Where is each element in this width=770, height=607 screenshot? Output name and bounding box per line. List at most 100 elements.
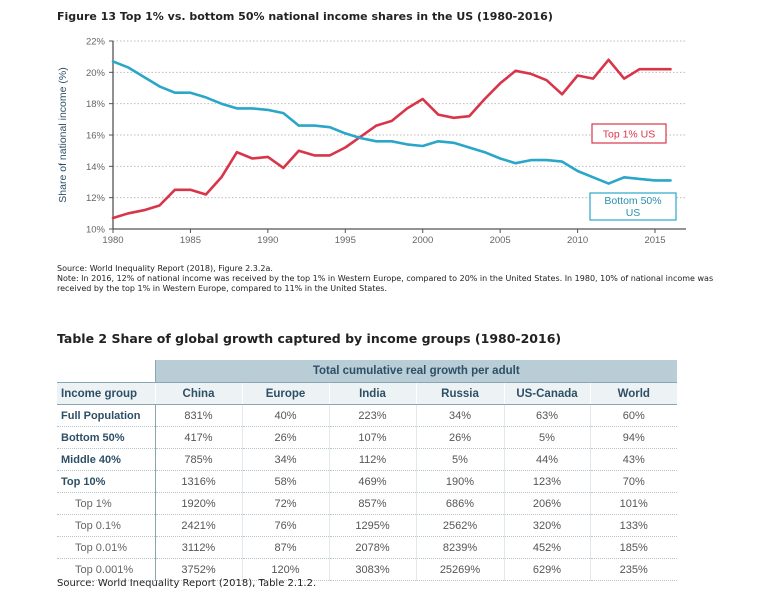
data-point <box>267 156 269 158</box>
data-point <box>406 107 408 109</box>
table-cell: 831% <box>154 404 242 427</box>
row-header: Top 0.1% <box>57 514 156 537</box>
table-cell: 235% <box>589 558 677 581</box>
column-header: India <box>328 382 416 405</box>
series-label-bottom50: Bottom 50% <box>604 195 661 207</box>
table-cell: 320% <box>503 514 590 537</box>
series-label-top1: Top 1% US <box>603 129 656 141</box>
x-tick-label: 1995 <box>335 235 356 246</box>
table-cell: 63% <box>503 404 590 427</box>
row-header: Top 1% <box>57 492 156 515</box>
column-header: US-Canada <box>503 382 590 405</box>
table-cell: 60% <box>589 404 677 427</box>
table-cell: 2078% <box>328 536 416 559</box>
data-point <box>143 209 145 211</box>
table-cell: 43% <box>589 448 677 471</box>
data-point <box>391 140 393 142</box>
data-point <box>220 103 223 105</box>
x-tick-label: 1980 <box>102 235 123 246</box>
table-cell: 3112% <box>154 536 242 559</box>
data-point <box>158 85 161 88</box>
data-point <box>607 182 610 185</box>
table-cell: 452% <box>503 536 590 559</box>
data-point <box>127 212 130 214</box>
table-cell: 3752% <box>154 558 242 581</box>
data-point <box>313 125 315 127</box>
data-point <box>499 157 501 160</box>
table-cell: 469% <box>328 470 416 493</box>
table-title: Table 2 Share of global growth captured … <box>57 331 562 346</box>
y-tick-label: 12% <box>86 193 106 204</box>
series-line <box>111 60 672 185</box>
row-header: Top 0.01% <box>57 536 156 559</box>
data-point <box>329 126 331 128</box>
y-tick-label: 20% <box>86 68 106 79</box>
table-row: Top 0.1% 2421% 76% 1295% 2562% 320% 133% <box>57 514 677 537</box>
table-cell: 44% <box>503 448 590 471</box>
data-point <box>468 115 470 117</box>
table-cell: 2421% <box>154 514 242 537</box>
data-point <box>468 146 470 149</box>
data-point <box>391 120 393 122</box>
table-cell: 3083% <box>328 558 416 581</box>
data-point <box>623 78 625 80</box>
table-cell: 5% <box>503 426 590 449</box>
super-header: Total cumulative real growth per adult <box>154 360 677 383</box>
table-corner <box>57 360 155 383</box>
data-point <box>282 112 284 114</box>
table-cell: 70% <box>589 470 677 493</box>
column-header: World <box>589 382 677 405</box>
table-cell: 34% <box>241 448 329 471</box>
table-row: Top 0.001% 3752% 120% 3083% 25269% 629% 235% <box>57 558 677 581</box>
data-point <box>546 159 548 161</box>
table-cell: 223% <box>328 404 416 427</box>
table-cell: 8239% <box>415 536 504 559</box>
column-header: Income group <box>57 382 155 405</box>
table-cell: 26% <box>415 426 504 449</box>
data-point <box>406 143 408 145</box>
table-cell: 5% <box>415 448 504 471</box>
data-point <box>576 74 579 77</box>
data-point <box>623 176 625 178</box>
table-cell: 76% <box>241 514 329 537</box>
data-point <box>638 178 641 180</box>
data-point <box>422 98 424 100</box>
data-point <box>453 117 455 119</box>
series-0 <box>111 58 672 220</box>
column-header: Russia <box>415 382 504 405</box>
table-cell: 1316% <box>154 470 242 493</box>
data-point <box>437 114 439 116</box>
data-point <box>298 125 300 127</box>
data-point <box>174 189 176 191</box>
data-point <box>251 107 253 109</box>
figure-source: Source: World Inequality Report (2018), … <box>57 264 273 273</box>
table-cell: 112% <box>328 448 416 471</box>
table-cell: 72% <box>241 492 329 515</box>
row-header: Full Population <box>57 404 156 427</box>
series-label-bottom50-line2: US <box>626 207 641 219</box>
y-tick-label: 10% <box>86 225 106 236</box>
table-cell: 686% <box>415 492 504 515</box>
label-box-bottom50 <box>589 192 677 221</box>
data-point <box>422 145 424 147</box>
data-point <box>453 142 455 144</box>
data-point <box>515 162 517 164</box>
table-cell: 1920% <box>154 492 242 515</box>
series-1 <box>111 60 672 185</box>
data-point <box>360 137 362 139</box>
y-tick-label: 14% <box>86 162 106 173</box>
row-header: Bottom 50% <box>57 426 156 449</box>
data-point <box>189 189 192 191</box>
y-tick-label: 18% <box>86 99 106 110</box>
y-axis-label: Share of national income (%) <box>57 67 69 202</box>
table-row: Top 0.01% 3112% 87% 2078% 8239% 452% 185% <box>57 536 677 559</box>
data-point <box>484 98 486 100</box>
data-point <box>112 217 114 219</box>
data-point <box>607 59 610 61</box>
data-point <box>298 150 300 152</box>
data-point <box>576 170 579 172</box>
series-line <box>111 58 672 220</box>
data-point <box>546 79 548 81</box>
table-cell: 87% <box>241 536 329 559</box>
table-row: Top 10% 1316% 58% 469% 190% 123% 70% <box>57 470 677 493</box>
